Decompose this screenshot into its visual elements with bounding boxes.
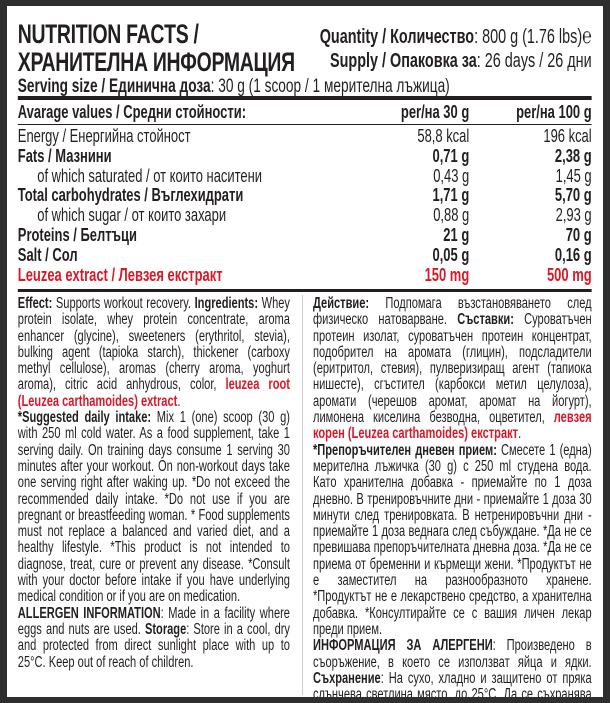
nutrient-label: Salt / Сол bbox=[17, 244, 78, 265]
table-row: Proteins / Белтъци 21 g 70 g bbox=[17, 224, 592, 246]
text-heading: Съхранение bbox=[313, 669, 381, 687]
nutrition-table: Avarage values / Средни стойности: per/н… bbox=[17, 100, 592, 286]
text-highlight: левзея корен (Leuzea carthamoides) екстр… bbox=[313, 409, 592, 443]
label-title: NUTRITION FACTS / ХРАНИТЕЛНА ИНФОРМАЦИЯ bbox=[18, 20, 295, 76]
value-per-30g: 0,88 g bbox=[433, 205, 470, 226]
divider-thick bbox=[17, 96, 592, 100]
supply-value: : 26 days / 26 дни bbox=[476, 50, 592, 72]
table-row: Total carbohydrates / Въглехидрати 1,71 g… bbox=[18, 186, 592, 206]
divider-thick bbox=[17, 289, 592, 292]
table-header: Avarage values / Средни стойности: per/н… bbox=[18, 100, 592, 124]
english-paragraph: ALLERGEN INFORMATION: Made in a facility… bbox=[17, 604, 290, 671]
quantity-supply-block: Quantity / Количество: 800 g (1.76 lbs)℮… bbox=[320, 24, 592, 73]
table-row: Leuzea extract / Левзея екстракт 150 mg 50… bbox=[17, 264, 592, 286]
value-per-30g: 0,43 g bbox=[433, 165, 470, 186]
serving-label: Serving size / Единична доза bbox=[17, 76, 211, 97]
text-segment: Подпомага възстановяването след физическ… bbox=[313, 295, 592, 329]
text-segment: : Store in a cool, dry and protected fro… bbox=[17, 620, 290, 671]
english-text-column: Effect: Supports workout recovery. Ingre… bbox=[17, 295, 290, 671]
title-english: NUTRITION FACTS / bbox=[17, 19, 199, 49]
text-heading: Storage bbox=[144, 620, 187, 638]
column-divider bbox=[302, 295, 303, 695]
table-row: Salt / Сол 0,05 g 0,16 g bbox=[17, 244, 592, 266]
table-row: of which saturated / от които наситени 0,… bbox=[18, 165, 592, 187]
text-segment: . bbox=[518, 425, 522, 443]
quantity-value: : 800 g (1.76 lbs) bbox=[474, 26, 583, 48]
value-per-100g: 5,70 g bbox=[554, 185, 592, 206]
text-segment: Whey protein isolate, whey protein conce… bbox=[17, 295, 290, 394]
nutrient-label: of which saturated / от които наситени bbox=[37, 165, 263, 186]
supply-line: Supply / Опаковка за: 26 days / 26 дни bbox=[320, 49, 592, 73]
header-average-values: Avarage values / Средни стойности: bbox=[17, 102, 247, 122]
table-row: Energy / Енергийна стойност 58,8 kcal 196 … bbox=[17, 126, 592, 147]
table-row: Fats / Мазнини 0,71 g 2,38 g bbox=[17, 145, 592, 167]
value-per-30g: 150 mg bbox=[424, 264, 470, 285]
text-segment: : На сухо, хладно и защитено от пряка сл… bbox=[313, 669, 592, 697]
text-highlight: leuzea root (Leuzea carthamoides) extrac… bbox=[17, 376, 290, 410]
text-segment: : Произведено в съоръжение, в което се и… bbox=[313, 637, 592, 671]
text-segment: . bbox=[177, 392, 181, 410]
divider-thin bbox=[17, 124, 592, 125]
value-per-100g: 0,16 g bbox=[554, 244, 592, 265]
bulgarian-paragraph: *Препоръчителен дневен прием: Смесете 1 … bbox=[313, 441, 592, 639]
quantity-label: Quantity / Количество bbox=[319, 26, 475, 48]
bulgarian-paragraph: Действие: Подпомага възстановяването сле… bbox=[313, 295, 592, 443]
text-heading: Действие: bbox=[313, 295, 370, 312]
value-per-30g: 21 g bbox=[443, 224, 470, 245]
bulgarian-paragraph: ИНФОРМАЦИЯ ЗА АЛЕРГЕНИ: Произведено в съ… bbox=[313, 638, 592, 697]
title-bulgarian: ХРАНИТЕЛНА ИНФОРМАЦИЯ bbox=[17, 47, 295, 77]
text-heading: *Suggested daily intake: bbox=[17, 409, 152, 427]
text-segment: Mix 1 (one) scoop (30 g) with 250 ml col… bbox=[17, 409, 290, 606]
value-per-30g: 1,71 g bbox=[432, 185, 470, 206]
value-per-100g: 196 kcal bbox=[543, 126, 592, 146]
nutrient-label: Energy / Енергийна стойност bbox=[17, 126, 191, 146]
supply-label: Supply / Опаковка за bbox=[329, 50, 477, 72]
text-segment: : Made in a facility where eggs and nuts… bbox=[17, 604, 290, 638]
nutrient-label: Fats / Мазнини bbox=[17, 145, 112, 166]
text-heading: ИНФОРМАЦИЯ ЗА АЛЕРГЕНИ bbox=[313, 637, 493, 655]
label-content: NUTRITION FACTS / ХРАНИТЕЛНА ИНФОРМАЦИЯ … bbox=[7, 6, 603, 697]
text-heading: ALLERGEN INFORMATION bbox=[17, 604, 161, 622]
value-per-100g: 70 g bbox=[565, 224, 592, 245]
value-per-100g: 500 mg bbox=[546, 264, 592, 285]
serving-value: : 30 g (1 scoop / 1 мерителна лъжица) bbox=[210, 76, 450, 97]
text-segment: Суроватъчен протеин изолат, суроватъчен … bbox=[313, 311, 592, 427]
header-per-30g: per/на 30 g bbox=[400, 102, 470, 122]
text-segment: Смесете 1 (една) мерителна лъжичка (30 g… bbox=[313, 441, 592, 638]
value-per-30g: 0,71 g bbox=[432, 145, 470, 166]
value-per-30g: 0,05 g bbox=[432, 244, 470, 265]
estimated-sign-icon: ℮ bbox=[582, 23, 592, 48]
nutrient-label: Proteins / Белтъци bbox=[17, 224, 137, 245]
value-per-30g: 58,8 kcal bbox=[417, 126, 470, 146]
value-per-100g: 2,38 g bbox=[554, 145, 592, 166]
header-per-100g: per/на 100 g bbox=[516, 102, 592, 122]
text-heading: Ingredients: bbox=[194, 295, 259, 312]
bulgarian-text-column: Действие: Подпомага възстановяването сле… bbox=[313, 295, 592, 697]
text-heading: Effect: bbox=[17, 295, 53, 312]
nutrient-label: Total carbohydrates / Въглехидрати bbox=[17, 185, 244, 206]
serving-size: Serving size / Единична доза: 30 g (1 sc… bbox=[18, 76, 450, 98]
nutrition-label: NUTRITION FACTS / ХРАНИТЕЛНА ИНФОРМАЦИЯ … bbox=[7, 6, 603, 697]
table-row: of which sugar / от които захари 0,88 g 2,… bbox=[18, 205, 592, 226]
text-segment: Supports workout recovery. bbox=[52, 295, 195, 312]
english-paragraph: *Suggested daily intake: Mix 1 (one) sco… bbox=[17, 409, 290, 606]
nutrient-label: of which sugar / от които захари bbox=[37, 205, 227, 226]
value-per-100g: 1,45 g bbox=[555, 165, 592, 186]
quantity-line: Quantity / Количество: 800 g (1.76 lbs)℮ bbox=[320, 24, 592, 49]
text-heading: Съставки: bbox=[457, 311, 514, 329]
text-heading: *Препоръчителен дневен прием: bbox=[313, 441, 497, 459]
value-per-100g: 2,93 g bbox=[555, 205, 592, 226]
english-paragraph: Effect: Supports workout recovery. Ingre… bbox=[17, 295, 290, 410]
nutrient-label: Leuzea extract / Левзея екстракт bbox=[17, 264, 223, 285]
